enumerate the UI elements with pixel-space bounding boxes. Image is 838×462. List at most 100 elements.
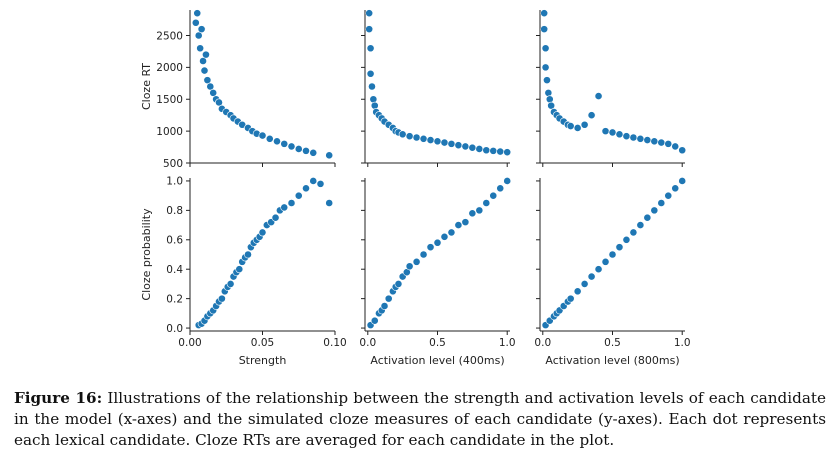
data-point [664, 139, 673, 148]
data-point [287, 199, 296, 207]
y-tick-label: 1000 [156, 126, 183, 138]
data-point [496, 147, 505, 156]
data-point [573, 287, 582, 296]
data-point [412, 257, 421, 266]
data-point [601, 257, 610, 266]
data-point [629, 228, 638, 237]
data-point [419, 250, 428, 259]
y-axis-label: Cloze RT [140, 63, 153, 110]
data-point [280, 203, 289, 212]
data-point [384, 294, 393, 303]
data-point [258, 131, 267, 140]
x-tick-label: 0.05 [251, 337, 274, 349]
data-point [489, 191, 498, 200]
data-point [650, 206, 659, 215]
data-point [678, 146, 687, 155]
data-point [202, 50, 210, 59]
data-point [587, 272, 596, 281]
y-tick-label: 500 [163, 158, 183, 170]
data-point [380, 302, 389, 310]
data-point [657, 199, 666, 207]
data-point [325, 151, 334, 160]
data-point [302, 184, 310, 193]
data-point [580, 280, 589, 288]
data-point [287, 142, 296, 151]
x-tick-label: 0.5 [604, 337, 621, 349]
x-axis-label: Activation level (800ms) [545, 354, 679, 367]
data-point [412, 133, 421, 142]
data-point [203, 76, 212, 85]
pair-grid-figure: 500 1000 1500 2000 2500 0.0 0.2 0.4 0.6 0.8 1.0 0.0… [140, 9, 691, 367]
data-point [503, 177, 512, 185]
x-tick-label: 0.5 [429, 337, 446, 349]
data-point [587, 111, 596, 120]
data-point [475, 206, 484, 215]
data-point [468, 143, 477, 152]
data-point [629, 133, 638, 142]
data-point [191, 18, 200, 27]
data-point [454, 221, 463, 229]
data-point [368, 82, 376, 91]
data-point [265, 134, 274, 143]
y-axis-label: Cloze probability [140, 208, 153, 301]
data-point [369, 95, 378, 104]
data-point [643, 213, 652, 222]
data-point [461, 218, 470, 227]
data-point [419, 134, 428, 143]
data-point [217, 294, 226, 303]
y-tick-label: 0.8 [166, 205, 183, 217]
data-point [398, 130, 407, 139]
y-tick-label: 0.4 [166, 264, 183, 276]
data-point [650, 137, 659, 146]
data-point [394, 280, 403, 288]
data-point [196, 44, 205, 53]
data-point [440, 232, 449, 241]
data-point [482, 146, 491, 155]
data-point [489, 146, 498, 155]
data-point [325, 199, 334, 207]
data-point [678, 177, 687, 185]
data-point [200, 66, 209, 75]
data-point [433, 137, 442, 146]
data-point [636, 221, 645, 229]
data-point [193, 9, 202, 18]
x-axis-label: Strength [239, 354, 287, 367]
y-tick-label: 0.2 [166, 293, 183, 305]
data-point [209, 88, 218, 97]
data-point [547, 101, 556, 110]
data-point [280, 139, 289, 148]
data-point [657, 138, 666, 147]
x-tick-label: 1.0 [499, 337, 516, 349]
data-point [643, 136, 652, 144]
data-point [622, 132, 631, 141]
y-tick-label: 1500 [156, 94, 183, 106]
data-point [273, 137, 281, 146]
data-point [615, 243, 624, 252]
data-point [405, 262, 414, 271]
y-tick-label: 0.0 [166, 323, 183, 335]
data-point [544, 88, 553, 97]
data-point [543, 76, 551, 85]
x-tick-label: 1.0 [674, 337, 691, 349]
data-point [594, 265, 603, 274]
caption-label: Figure 16: [14, 389, 103, 407]
data-point [664, 191, 673, 200]
data-point [194, 31, 203, 40]
x-tick-label: 0.0 [359, 337, 376, 349]
x-tick-label: 0.10 [323, 337, 346, 349]
data-point [206, 82, 215, 91]
y-tick-label: 1.0 [166, 176, 183, 188]
y-tick-label: 0.6 [166, 235, 183, 247]
data-point [302, 146, 310, 155]
data-point [426, 243, 435, 252]
data-point [226, 280, 235, 288]
data-point [608, 128, 617, 137]
data-point [608, 250, 617, 259]
data-point [199, 57, 207, 65]
data-point [235, 265, 244, 274]
data-point [447, 139, 456, 148]
data-point [370, 101, 379, 110]
data-point [370, 316, 379, 325]
data-point [540, 9, 549, 18]
y-tick-label: 2000 [156, 62, 183, 74]
